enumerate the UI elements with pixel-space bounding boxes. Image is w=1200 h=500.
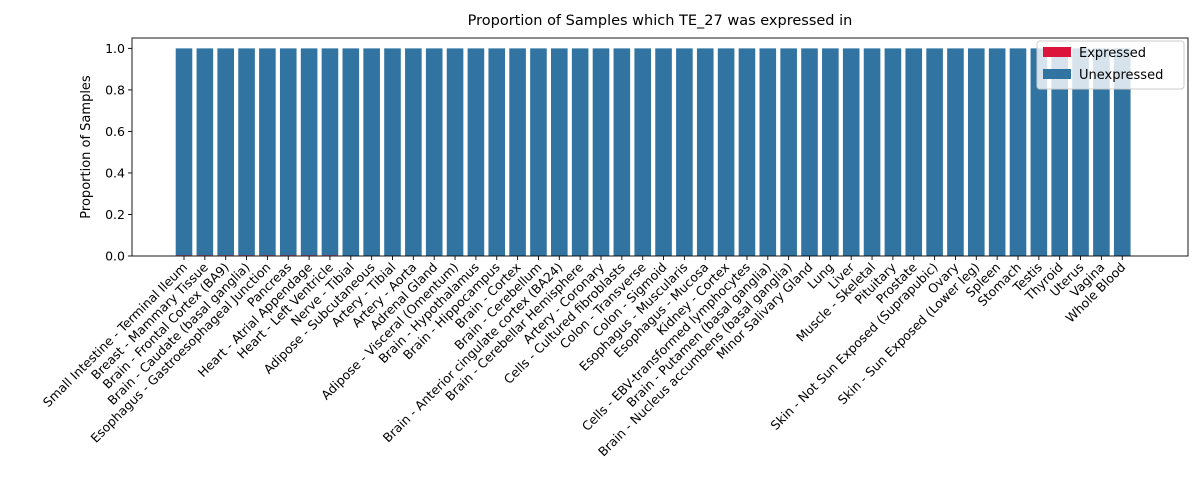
y-tick-label: 1.0 (105, 41, 125, 56)
bar-unexpressed-kidney-cortex (717, 48, 735, 256)
bar-unexpressed-artery-aorta (405, 48, 422, 256)
bar-unexpressed-brain-hypothalamus (467, 48, 485, 256)
y-axis-label: Proportion of Samples (79, 75, 94, 219)
bar-unexpressed-small-intestine-terminal-ileum (175, 48, 193, 256)
bar-unexpressed-skin-sun-exposed-lower-leg (968, 48, 985, 256)
bar-unexpressed-cells-ebv-transformed-lymphocytes (738, 48, 756, 256)
bar-unexpressed-adipose-subcutaneous (363, 48, 380, 256)
bar-unexpressed-testis (1030, 48, 1048, 256)
bar-unexpressed-vagina (1093, 48, 1110, 256)
bar-unexpressed-colon-sigmoid (655, 48, 672, 256)
bar-unexpressed-pancreas (279, 48, 297, 256)
legend-swatch-expressed (1043, 47, 1071, 57)
bar-unexpressed-lung (822, 48, 839, 256)
bar-unexpressed-artery-coronary (592, 48, 610, 256)
bar-unexpressed-minor-salivary-gland (801, 48, 818, 256)
bar-unexpressed-muscle-skeletal (863, 48, 881, 256)
bar-unexpressed-nerve-tibial (342, 48, 360, 256)
bar-unexpressed-esophagus-gastroesophageal-junction (259, 48, 276, 256)
bar-unexpressed-whole-blood (1113, 48, 1131, 256)
bar-unexpressed-liver (842, 48, 860, 256)
bar-unexpressed-brain-cerebellar-hemisphere (571, 48, 589, 256)
bar-unexpressed-brain-putamen-basal-ganglia (759, 48, 777, 256)
bar-unexpressed-ovary (947, 48, 964, 256)
y-tick-label: 0.0 (105, 249, 125, 264)
legend-swatch-unexpressed (1043, 69, 1071, 79)
plot-frame (131, 37, 1189, 257)
bar-unexpressed-uterus (1072, 48, 1089, 256)
bars (175, 48, 1131, 256)
bar-unexpressed-pituitary (884, 48, 902, 256)
bar-unexpressed-breast-mammary-tissue (196, 48, 214, 256)
legend-label-expressed: Expressed (1079, 46, 1146, 61)
bar-unexpressed-brain-frontal-cortex-ba9 (217, 48, 234, 256)
bar-unexpressed-stomach (1009, 48, 1027, 256)
bar-unexpressed-adipose-visceral-omentum (446, 48, 464, 256)
bar-unexpressed-esophagus-muscularis (676, 48, 693, 256)
bar-unexpressed-colon-transverse (634, 48, 651, 256)
legend: Expressed Unexpressed (1036, 40, 1185, 90)
y-axis: 0.0 0.2 0.4 0.6 0.8 1.0 (105, 41, 132, 264)
bar-unexpressed-brain-cortex (509, 48, 526, 256)
bar-unexpressed-adrenal-gland (425, 48, 443, 256)
bar-unexpressed-brain-caudate-basal-ganglia (238, 48, 255, 256)
legend-label-unexpressed: Unexpressed (1079, 68, 1163, 83)
bar-unexpressed-thyroid (1051, 48, 1068, 256)
bar-unexpressed-skin-not-sun-exposed-suprapubic (926, 48, 943, 256)
bar-unexpressed-heart-left-ventricle (321, 48, 339, 256)
y-tick-label: 0.4 (105, 165, 125, 180)
chart-title: Proportion of Samples which TE_27 was ex… (468, 13, 853, 29)
bar-unexpressed-brain-nucleus-accumbens-basal-ganglia (780, 48, 797, 256)
bar-unexpressed-artery-tibial (384, 48, 401, 256)
bar-unexpressed-prostate (905, 48, 923, 256)
bar-unexpressed-brain-cerebellum (530, 48, 547, 256)
bar-unexpressed-esophagus-mucosa (696, 48, 714, 256)
bar-unexpressed-brain-anterior-cingulate-cortex-ba24 (551, 48, 568, 256)
bar-unexpressed-spleen (988, 48, 1006, 256)
y-tick-label: 0.2 (105, 207, 125, 222)
bar-unexpressed-cells-cultured-fibroblasts (613, 48, 631, 256)
y-tick-label: 0.8 (105, 82, 125, 97)
legend-box (1036, 40, 1185, 90)
y-tick-label: 0.6 (105, 124, 125, 139)
bar-unexpressed-brain-hippocampus (488, 48, 506, 256)
bar-unexpressed-heart-atrial-appendage (300, 48, 318, 256)
